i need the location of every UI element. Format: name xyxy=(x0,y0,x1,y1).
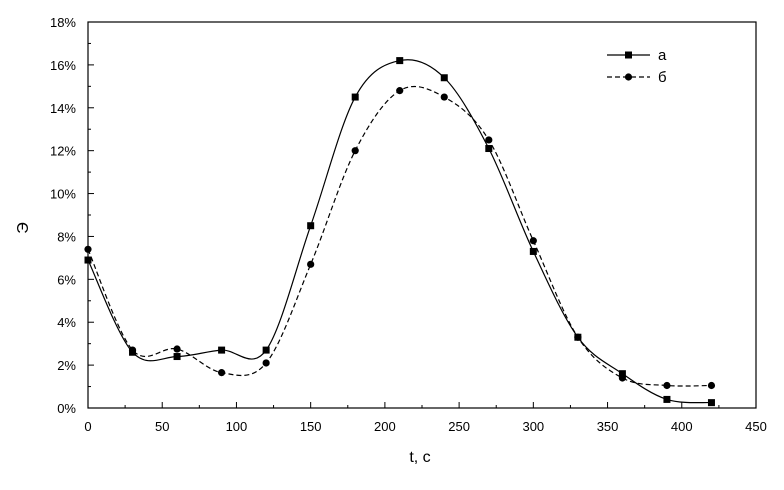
y-tick-label: 10% xyxy=(50,187,76,202)
y-tick-label: 12% xyxy=(50,144,76,159)
data-point xyxy=(396,57,404,65)
y-axis-title: Э xyxy=(15,222,32,234)
data-point xyxy=(351,147,359,155)
data-point xyxy=(440,74,448,82)
x-tick-label: 150 xyxy=(300,419,322,434)
series-line xyxy=(87,59,712,404)
x-axis: 0 50 100 150 200 250 300 350 400 450 xyxy=(84,402,767,434)
data-point xyxy=(173,345,181,353)
x-axis-title: t, c xyxy=(409,449,430,466)
legend: аб xyxy=(607,47,667,86)
legend-label: а xyxy=(658,47,667,64)
y-tick-label: 14% xyxy=(50,101,76,116)
plot-border xyxy=(87,21,757,409)
data-point xyxy=(618,374,627,382)
data-point xyxy=(663,381,671,390)
x-tick-label: 300 xyxy=(522,419,544,434)
data-point xyxy=(173,353,181,361)
data-point xyxy=(262,359,270,367)
x-tick-label: 450 xyxy=(745,419,767,434)
data-point xyxy=(218,369,226,377)
x-tick-label: 200 xyxy=(374,419,396,434)
y-tick-label: 4% xyxy=(57,315,76,330)
series-1 xyxy=(84,57,715,407)
x-tick-label: 0 xyxy=(84,419,91,434)
y-tick-label: 16% xyxy=(50,58,76,73)
legend-marker xyxy=(625,51,632,59)
data-point xyxy=(262,346,270,354)
series-layer xyxy=(84,57,716,407)
data-point xyxy=(218,346,226,354)
data-point xyxy=(529,247,537,255)
x-tick-label: 250 xyxy=(448,419,470,434)
data-point xyxy=(440,93,448,101)
data-point xyxy=(707,399,715,407)
y-tick-label: 0% xyxy=(57,401,76,416)
data-point xyxy=(307,222,315,230)
data-point xyxy=(351,93,359,101)
series-2 xyxy=(84,85,716,390)
x-tick-label: 350 xyxy=(597,419,619,434)
data-point xyxy=(618,370,626,378)
data-point xyxy=(663,395,671,403)
data-point xyxy=(84,256,92,264)
plot-frame xyxy=(87,21,757,409)
y-tick-label: 6% xyxy=(57,272,76,287)
x-tick-label: 100 xyxy=(226,419,248,434)
data-point xyxy=(307,260,315,268)
series-line xyxy=(87,85,712,387)
data-point xyxy=(128,346,137,354)
legend-label: б xyxy=(658,69,667,86)
data-point xyxy=(485,136,493,144)
y-axis: 0% 2% 4% 6% 8% 10% 12% 14% 16% 18% xyxy=(50,15,94,416)
legend-marker xyxy=(624,73,633,81)
x-tick-label: 400 xyxy=(671,419,693,434)
y-tick-label: 8% xyxy=(57,229,76,244)
y-tick-label: 2% xyxy=(57,358,76,373)
data-point xyxy=(396,87,404,95)
data-point xyxy=(574,333,582,341)
y-tick-label: 18% xyxy=(50,15,76,30)
data-point xyxy=(84,245,92,253)
x-tick-label: 50 xyxy=(155,419,169,434)
data-point xyxy=(529,237,537,245)
data-point xyxy=(485,145,493,153)
data-point xyxy=(707,381,716,390)
